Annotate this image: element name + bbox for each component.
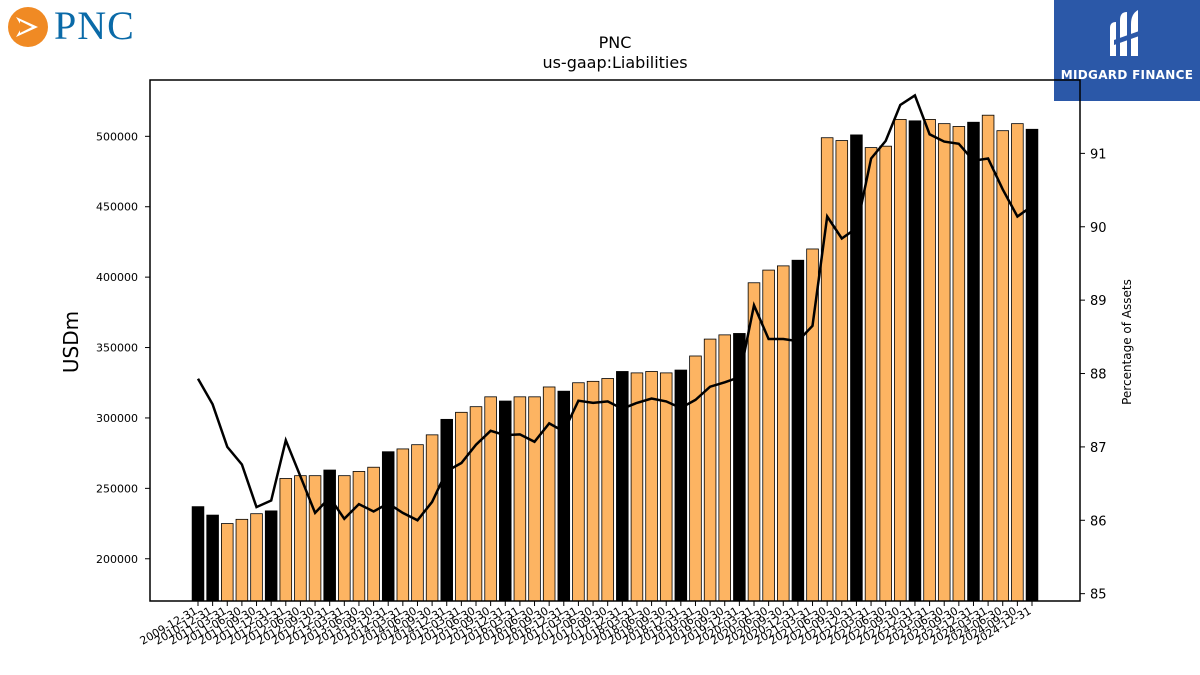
pnc-logo <box>6 4 156 50</box>
bar-2022-03-31 <box>864 147 878 602</box>
bar-2016-03-31 <box>513 396 527 602</box>
y2-tick-label: 86 <box>1090 514 1107 529</box>
bar-2015-06-30 <box>469 406 483 602</box>
y2-tick-label: 85 <box>1090 588 1107 603</box>
midgard-mark-icon <box>1110 10 1142 56</box>
y-tick-label: 500000 <box>96 130 138 143</box>
y-tick-label: 250000 <box>96 482 138 495</box>
bar-2012-12-31 <box>323 469 336 602</box>
bar-2017-06-30 <box>586 380 600 602</box>
bar-2023-06-30 <box>937 123 951 602</box>
y-tick-label: 200000 <box>96 553 138 566</box>
bar-2015-12-31 <box>499 400 512 602</box>
y-tick-label: 350000 <box>96 342 138 355</box>
bar-2012-09-30 <box>308 475 322 602</box>
bar-2012-06-30 <box>294 475 307 602</box>
bar-2016-06-30 <box>528 396 541 602</box>
y2-tick-label: 91 <box>1090 147 1107 162</box>
bar-series <box>191 114 1039 602</box>
bar-2018-06-30 <box>645 371 658 602</box>
bar-2021-06-30 <box>820 137 834 602</box>
bar-2015-03-31 <box>455 411 468 602</box>
pnc-mark-icon <box>8 7 48 47</box>
bar-2017-03-31 <box>572 382 585 602</box>
percentage-line <box>196 93 1033 522</box>
midgard-logo-text: MIDGARD FINANCE <box>1060 68 1194 82</box>
y-axis-label: USDm <box>59 311 83 373</box>
chart-title: PNC <box>599 33 632 52</box>
bar-2022-06-30 <box>879 145 892 602</box>
axes: 200000 250000 300000 350000 400000 450000 5000… <box>96 79 1107 648</box>
bar-2019-09-30 <box>718 334 731 602</box>
bar-2017-09-30 <box>601 378 614 602</box>
bar-2022-09-30 <box>894 119 907 602</box>
bar-2011-06-30 <box>235 518 249 602</box>
bar-2014-12-31 <box>440 418 453 602</box>
y2-axis-label: Percentage of Assets <box>1120 279 1134 405</box>
y-tick-label: 300000 <box>96 412 138 425</box>
bar-2023-12-31 <box>967 121 980 602</box>
bar-2024-06-30 <box>996 130 1009 602</box>
bar-2013-12-31 <box>381 451 395 602</box>
bar-2023-09-30 <box>952 126 966 602</box>
bar-2015-09-30 <box>484 396 497 602</box>
bar-2014-06-30 <box>411 444 424 602</box>
bar-2009-12-31 <box>191 506 205 602</box>
bar-2011-12-31 <box>264 510 278 602</box>
bar-2020-09-30 <box>777 265 790 602</box>
bar-2010-12-31 <box>206 514 219 602</box>
y2-tick-label: 90 <box>1090 221 1107 236</box>
bar-2020-12-31 <box>791 259 805 602</box>
pnc-logo-text: PNC <box>54 3 135 48</box>
bar-2023-03-31 <box>923 119 936 602</box>
y2-tick-label: 87 <box>1090 441 1107 456</box>
bar-2013-03-31 <box>338 475 351 602</box>
bar-2019-06-30 <box>703 338 717 602</box>
bar-2019-03-31 <box>689 355 702 602</box>
bar-2024-09-30 <box>1011 123 1024 602</box>
bar-2020-06-30 <box>762 269 775 602</box>
y2-tick-label: 88 <box>1090 368 1107 383</box>
bar-2014-09-30 <box>425 434 439 602</box>
y-tick-label: 400000 <box>96 271 138 284</box>
line-series <box>196 93 1033 522</box>
bar-2016-09-30 <box>542 386 556 602</box>
bar-2018-03-31 <box>630 372 644 602</box>
bar-2024-03-31 <box>981 114 995 602</box>
y2-tick-label: 89 <box>1090 294 1107 309</box>
bar-2011-03-31 <box>221 523 234 602</box>
bar-2018-09-30 <box>659 372 673 602</box>
bar-2013-09-30 <box>367 466 380 602</box>
midgard-finance-logo: MIDGARD FINANCE <box>1054 0 1200 101</box>
y-tick-label: 450000 <box>96 201 138 214</box>
plot-frame <box>149 79 1081 602</box>
bar-2024-12-31 <box>1025 128 1039 602</box>
bar-2011-09-30 <box>250 513 263 602</box>
bar-2014-03-31 <box>396 448 410 602</box>
bar-2013-06-30 <box>352 471 366 602</box>
bar-2021-09-30 <box>835 140 849 602</box>
chart-subtitle: us-gaap:Liabilities <box>542 53 687 72</box>
bar-2012-03-31 <box>279 478 293 602</box>
bar-2022-12-31 <box>908 120 922 602</box>
